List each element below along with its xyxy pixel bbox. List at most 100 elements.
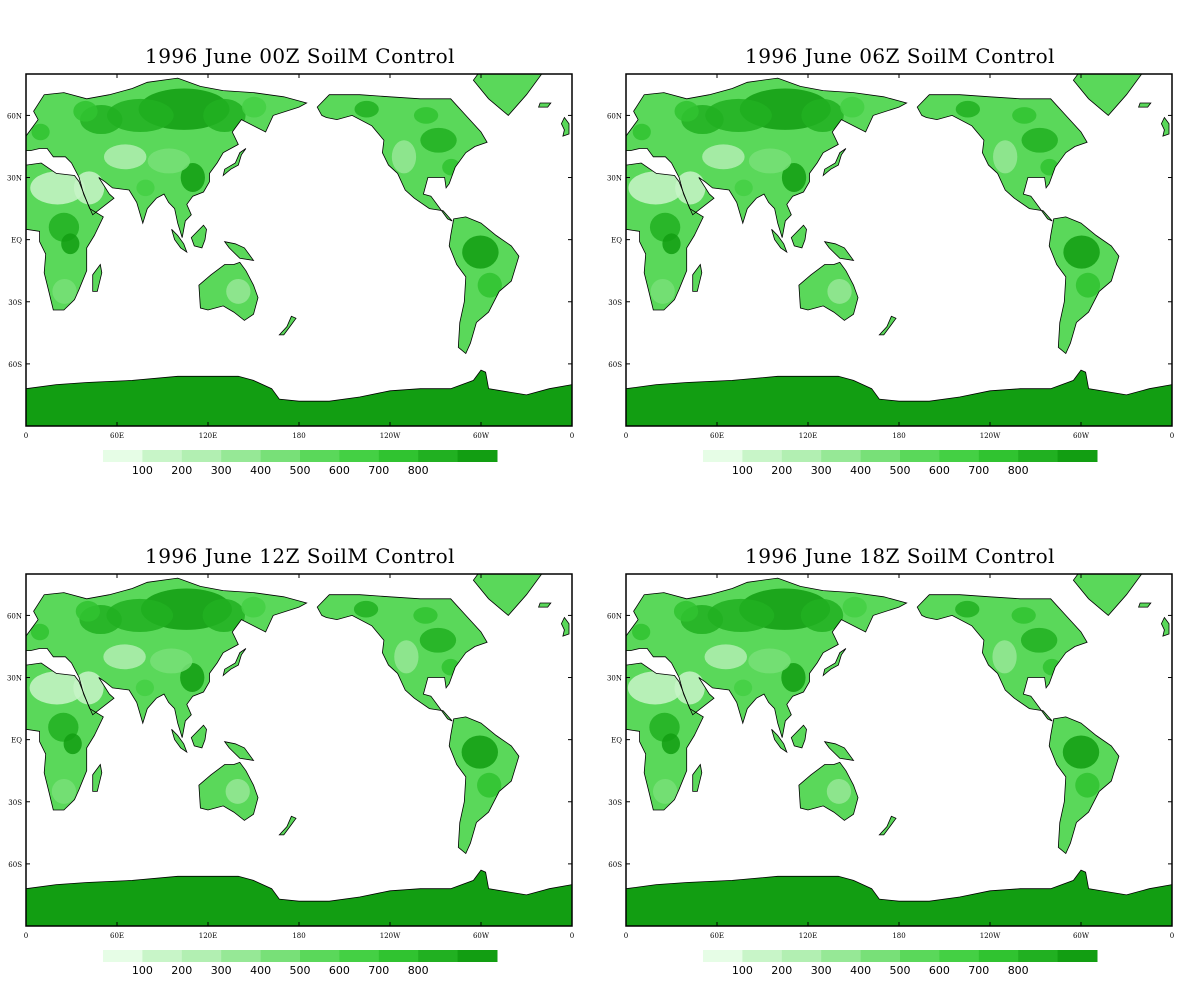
colorbar-label: 600: [329, 464, 350, 477]
moisture-patch: [180, 663, 205, 693]
coastline: [223, 241, 255, 261]
coastline: [878, 815, 897, 836]
lat-tick-label: 60S: [608, 361, 622, 369]
coastline: [316, 594, 488, 722]
coastline: [1160, 616, 1170, 637]
moisture-patch: [462, 235, 499, 269]
moisture-patch: [51, 778, 77, 804]
map-panel-18z: 1996 June 18Z SoilM Control 60N 30N EQ 30S 6…: [600, 500, 1200, 1000]
map-figure: 60N 30N EQ 30S 60S 0 60E 120E 180 120W 60W 0 100 200 3…: [7, 573, 574, 977]
colorbar-swatch: [978, 450, 1019, 462]
coastline: [1072, 574, 1143, 616]
colorbar-label: 400: [850, 964, 871, 977]
moisture-patch: [992, 640, 1017, 674]
coastline: [1048, 716, 1120, 855]
land-antarctica: [626, 370, 1172, 426]
land-madagascar: [92, 764, 102, 792]
moisture-patch: [675, 171, 706, 205]
moisture-patch: [674, 100, 699, 122]
moisture-patch: [661, 733, 680, 755]
moisture-patch: [840, 96, 865, 118]
lon-tick-label: 60W: [1073, 932, 1090, 940]
colorbar-label: 800: [1008, 964, 1029, 977]
colorbar-swatch: [260, 950, 301, 962]
coastline: [771, 729, 788, 754]
colorbar-swatch: [781, 950, 822, 962]
colorbar-label: 300: [811, 464, 832, 477]
moisture-patch: [627, 671, 683, 705]
moisture-patch: [674, 671, 705, 705]
moisture-patch: [394, 640, 419, 674]
land-iceland: [538, 603, 551, 608]
moisture-patch: [748, 648, 791, 674]
moisture-patch: [801, 98, 844, 132]
soil-moisture-variation: [29, 588, 502, 804]
lon-tick-label: 60W: [1073, 432, 1090, 440]
moisture-patch: [734, 179, 753, 197]
coastline: [626, 369, 1172, 426]
map-group: 60N 30N EQ 30S 60S 0 60E 120E 180 120W 60W 0 100 200 3…: [7, 73, 574, 477]
moisture-patch: [241, 96, 267, 118]
lat-tick-label: 30N: [607, 175, 622, 183]
moisture-patch: [800, 598, 844, 632]
lat-tick-label: 60S: [608, 861, 622, 869]
lat-tick-label: 60N: [607, 612, 622, 620]
lon-tick-label: 120E: [199, 932, 217, 940]
lon-tick-label: 0: [1170, 932, 1174, 940]
moisture-patch: [842, 596, 867, 618]
lat-tick-label: 30N: [7, 175, 22, 183]
soil-moisture-variation: [30, 88, 502, 304]
land-newGuinea: [824, 741, 854, 761]
colorbar-label: 600: [929, 464, 950, 477]
colorbar-swatch: [300, 450, 340, 462]
land-newGuinea: [824, 241, 854, 261]
coastline: [771, 229, 788, 254]
moisture-patch: [707, 598, 775, 632]
coastline: [538, 102, 552, 108]
moisture-patch: [106, 598, 174, 632]
coastline: [1138, 602, 1152, 608]
land-greenland: [473, 74, 542, 116]
lat-tick-label: EQ: [611, 737, 622, 745]
lon-tick-label: 0: [1170, 432, 1174, 440]
panel-title: 1996 June 18Z SoilM Control: [744, 544, 1056, 568]
map-panel-06z: 1996 June 06Z SoilM Control 60N 30N EQ 30S 6…: [600, 0, 1200, 500]
moisture-patch: [136, 179, 155, 197]
lat-tick-label: 60N: [7, 612, 22, 620]
colorbar-label: 400: [850, 464, 871, 477]
lat-tick-label: EQ: [11, 237, 22, 245]
land-newGuinea: [224, 241, 254, 261]
colorbar-swatch: [221, 450, 262, 462]
moisture-patch: [673, 600, 699, 622]
lon-tick-label: 60W: [473, 932, 490, 940]
coastline: [171, 229, 188, 254]
colorbar-swatch: [418, 450, 459, 462]
lat-tick-label: 60S: [8, 861, 22, 869]
colorbar-swatch: [378, 950, 419, 962]
land-borneo: [191, 225, 207, 248]
land-antarctica: [26, 870, 572, 926]
colorbar-swatch: [260, 450, 301, 462]
colorbar-label: 400: [250, 464, 271, 477]
panel-title: 1996 June 06Z SoilM Control: [744, 44, 1056, 68]
coastline: [26, 369, 572, 426]
map-panel-00z: 1996 June 00Z SoilM Control 60N 30N EQ 30S 6…: [0, 0, 600, 500]
colorbar-swatch: [978, 950, 1019, 962]
coastline: [692, 263, 703, 292]
moisture-patch: [241, 596, 266, 618]
moisture-patch: [1021, 127, 1058, 153]
colorbar-swatch: [378, 450, 419, 462]
colorbar-label: 500: [890, 964, 911, 977]
moisture-patch: [30, 171, 85, 205]
moisture-patch: [461, 735, 498, 769]
colorbar-label: 500: [290, 964, 311, 977]
coastline: [92, 763, 103, 792]
lon-tick-label: 60E: [110, 932, 124, 940]
land-borneo: [791, 225, 807, 248]
moisture-patch: [628, 171, 684, 205]
moisture-patch: [827, 278, 852, 304]
land-greenland: [1073, 574, 1142, 616]
coastline: [26, 162, 104, 311]
land-antarctica: [26, 370, 572, 426]
colorbar-label: 500: [290, 464, 311, 477]
